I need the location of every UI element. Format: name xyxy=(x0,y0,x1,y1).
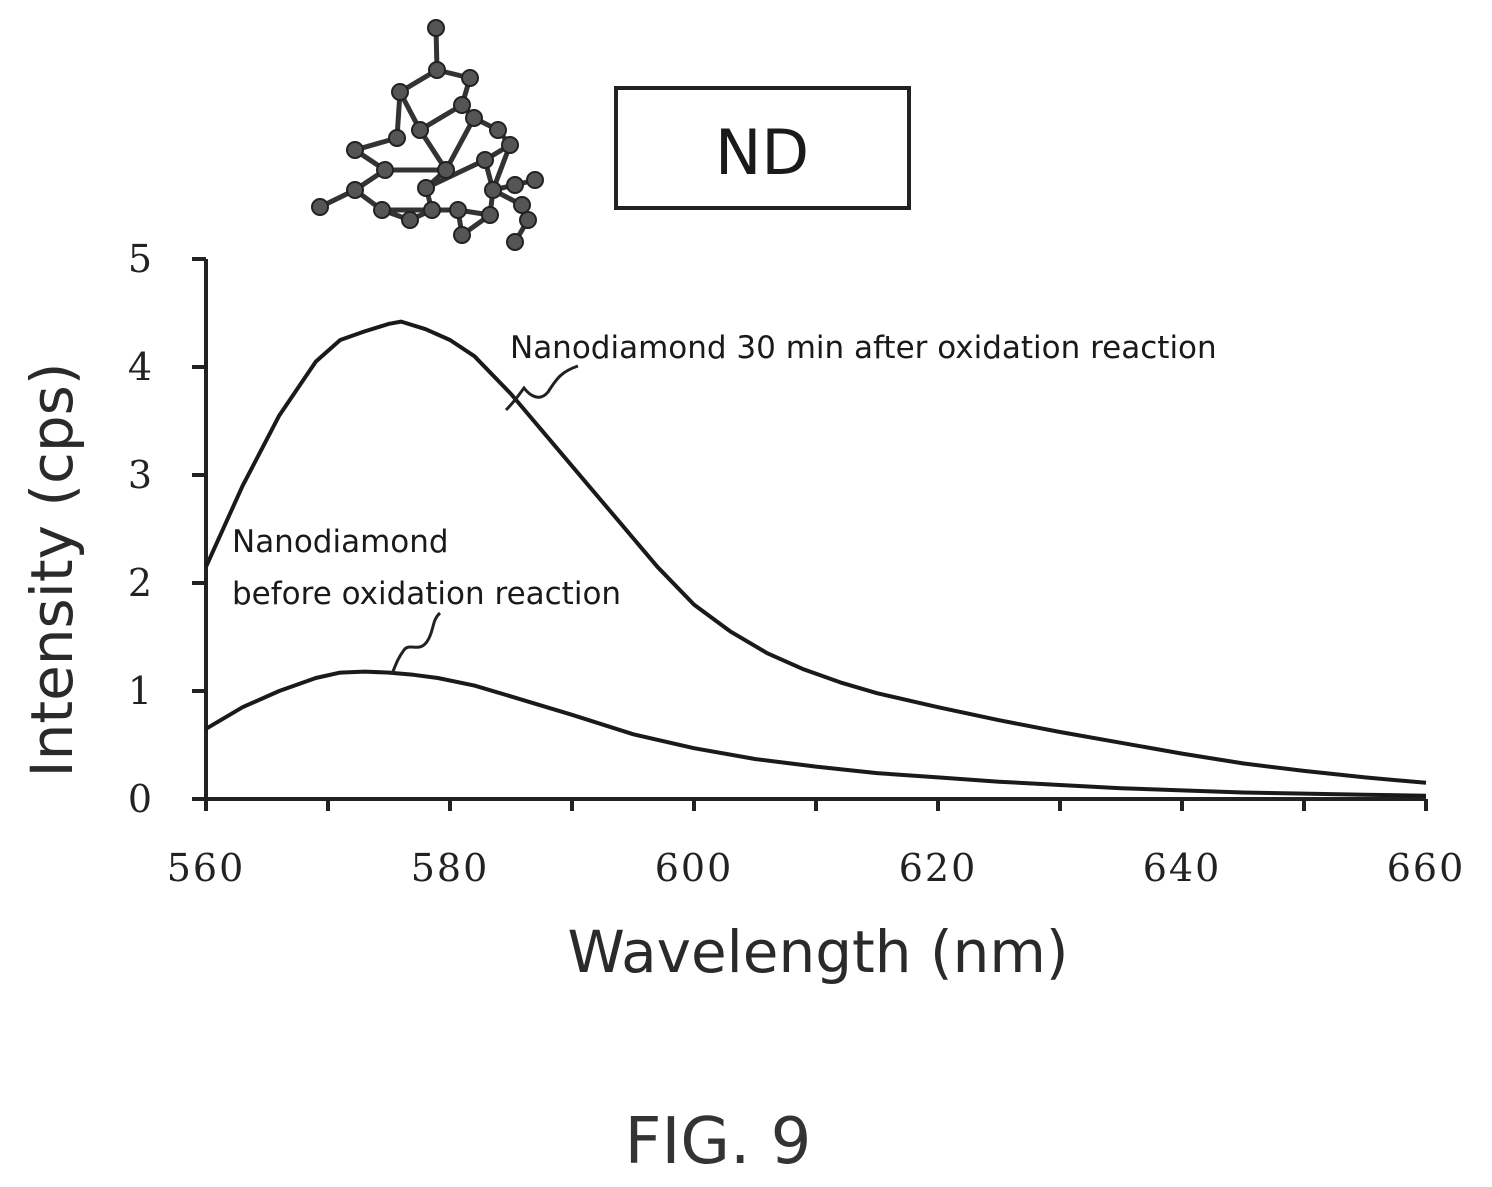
y-tick-label: 5 xyxy=(128,237,154,281)
molecule-atom xyxy=(428,61,446,79)
axis-ticks xyxy=(192,257,1428,811)
molecule-atom xyxy=(411,121,429,139)
x-tick-label: 560 xyxy=(167,846,246,890)
annotation-before-oxidation-line1: Nanodiamond xyxy=(232,524,449,560)
molecule-atom xyxy=(476,151,494,169)
molecule-atom xyxy=(506,233,524,251)
y-tick-label: 3 xyxy=(128,453,154,497)
axis-tick-labels: 560 580 600 620 640 660 0 1 2 3 4 5 xyxy=(128,237,1466,890)
molecule-atom xyxy=(513,196,531,214)
molecule-atom xyxy=(484,181,502,199)
molecule-atom xyxy=(427,19,445,37)
leader-after-oxidation xyxy=(504,364,579,412)
molecule-atom xyxy=(391,83,409,101)
molecule-atom xyxy=(417,179,435,197)
nanodiamond-molecule-icon xyxy=(311,19,544,251)
molecule-atom xyxy=(506,176,524,194)
x-tick-label: 600 xyxy=(655,846,734,890)
x-tick-label: 660 xyxy=(1387,846,1466,890)
molecule-atom xyxy=(346,141,364,159)
molecule-atom xyxy=(423,201,441,219)
molecule-atom xyxy=(481,206,499,224)
series-line-before-oxidation xyxy=(204,669,1427,798)
molecule-atom xyxy=(401,211,419,229)
molecule-atom xyxy=(453,96,471,114)
nd-label: ND xyxy=(715,116,809,189)
molecule-atom xyxy=(376,161,394,179)
molecule-atom xyxy=(501,136,519,154)
annotation-before-oxidation-line2: before oxidation reaction xyxy=(232,576,621,612)
molecule-atom xyxy=(449,201,467,219)
x-tick-label: 620 xyxy=(899,846,978,890)
y-tick-label: 4 xyxy=(128,345,154,389)
molecule-atom xyxy=(519,211,537,229)
annotation-after-oxidation: Nanodiamond 30 min after oxidation react… xyxy=(510,330,1217,366)
y-axis-title: Intensity (cps) xyxy=(18,362,86,777)
molecule-atom xyxy=(453,226,471,244)
molecule-bond xyxy=(443,116,477,172)
molecule-atom xyxy=(311,198,329,216)
molecule-bond xyxy=(424,157,487,191)
molecule-atom xyxy=(461,69,479,87)
molecule-atom xyxy=(526,171,544,189)
series-line-after-oxidation xyxy=(204,319,1427,785)
figure-caption: FIG. 9 xyxy=(625,1105,812,1179)
molecule-atom xyxy=(373,201,391,219)
molecule-atom xyxy=(465,109,483,127)
molecule-atom xyxy=(388,129,406,147)
series-layer xyxy=(204,319,1427,798)
molecule-atom xyxy=(437,161,455,179)
x-axis-title: Wavelength (nm) xyxy=(567,918,1068,986)
leader-before-oxidation xyxy=(390,611,442,675)
y-tick-label: 0 xyxy=(128,777,154,821)
y-tick-label: 2 xyxy=(128,561,154,605)
molecule-atom xyxy=(346,181,364,199)
nd-label-box xyxy=(614,86,911,210)
x-tick-label: 580 xyxy=(411,846,490,890)
x-tick-label: 640 xyxy=(1143,846,1222,890)
y-tick-label: 1 xyxy=(128,669,154,713)
molecule-atom xyxy=(489,121,507,139)
